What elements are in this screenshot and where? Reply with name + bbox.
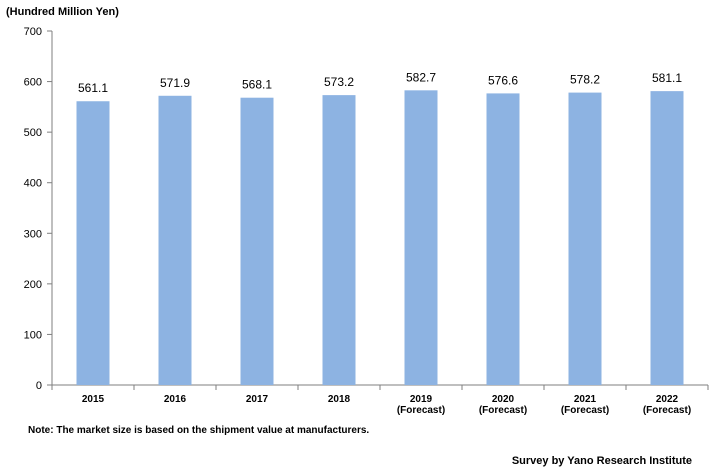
bar <box>240 97 274 386</box>
data-label: 561.1 <box>78 81 108 95</box>
bar <box>158 95 192 386</box>
data-label: 573.2 <box>324 75 354 89</box>
x-tick-label: 2015 <box>82 394 105 405</box>
x-tick-label: (Forecast) <box>397 405 445 416</box>
data-label: 582.7 <box>406 70 436 84</box>
y-tick-label: 500 <box>24 127 42 139</box>
bar <box>650 91 684 385</box>
y-tick-label: 300 <box>24 228 42 240</box>
bar <box>486 93 520 385</box>
data-label: 576.6 <box>488 73 518 87</box>
x-tick-label: 2020 <box>492 394 515 405</box>
y-tick-label: 400 <box>24 178 42 190</box>
y-axis-label: (Hundred Million Yen) <box>6 6 119 18</box>
bar <box>76 101 110 385</box>
x-tick-label: 2022 <box>656 394 679 405</box>
y-tick-label: 700 <box>24 26 42 38</box>
source-credit: Survey by Yano Research Institute <box>511 455 692 467</box>
x-tick-label: 2019 <box>410 394 433 405</box>
x-tick-label: 2018 <box>328 394 351 405</box>
y-tick-label: 0 <box>36 380 42 392</box>
bar <box>404 90 438 385</box>
y-tick-label: 100 <box>24 329 42 341</box>
data-label: 578.2 <box>570 73 600 87</box>
x-tick-label: (Forecast) <box>479 405 527 416</box>
y-tick-label: 200 <box>24 279 42 291</box>
data-label: 568.1 <box>242 78 272 92</box>
data-label: 571.9 <box>160 76 190 90</box>
bar <box>322 95 356 385</box>
x-tick-label: (Forecast) <box>561 405 609 416</box>
x-tick-label: (Forecast) <box>643 405 691 416</box>
x-tick-label: 2016 <box>164 394 187 405</box>
x-tick-label: 2021 <box>574 394 597 405</box>
bar <box>568 92 602 385</box>
y-tick-label: 600 <box>24 77 42 89</box>
chart-note: Note: The market size is based on the sh… <box>28 425 370 436</box>
x-tick-label: 2017 <box>246 394 269 405</box>
data-label: 581.1 <box>652 71 682 85</box>
